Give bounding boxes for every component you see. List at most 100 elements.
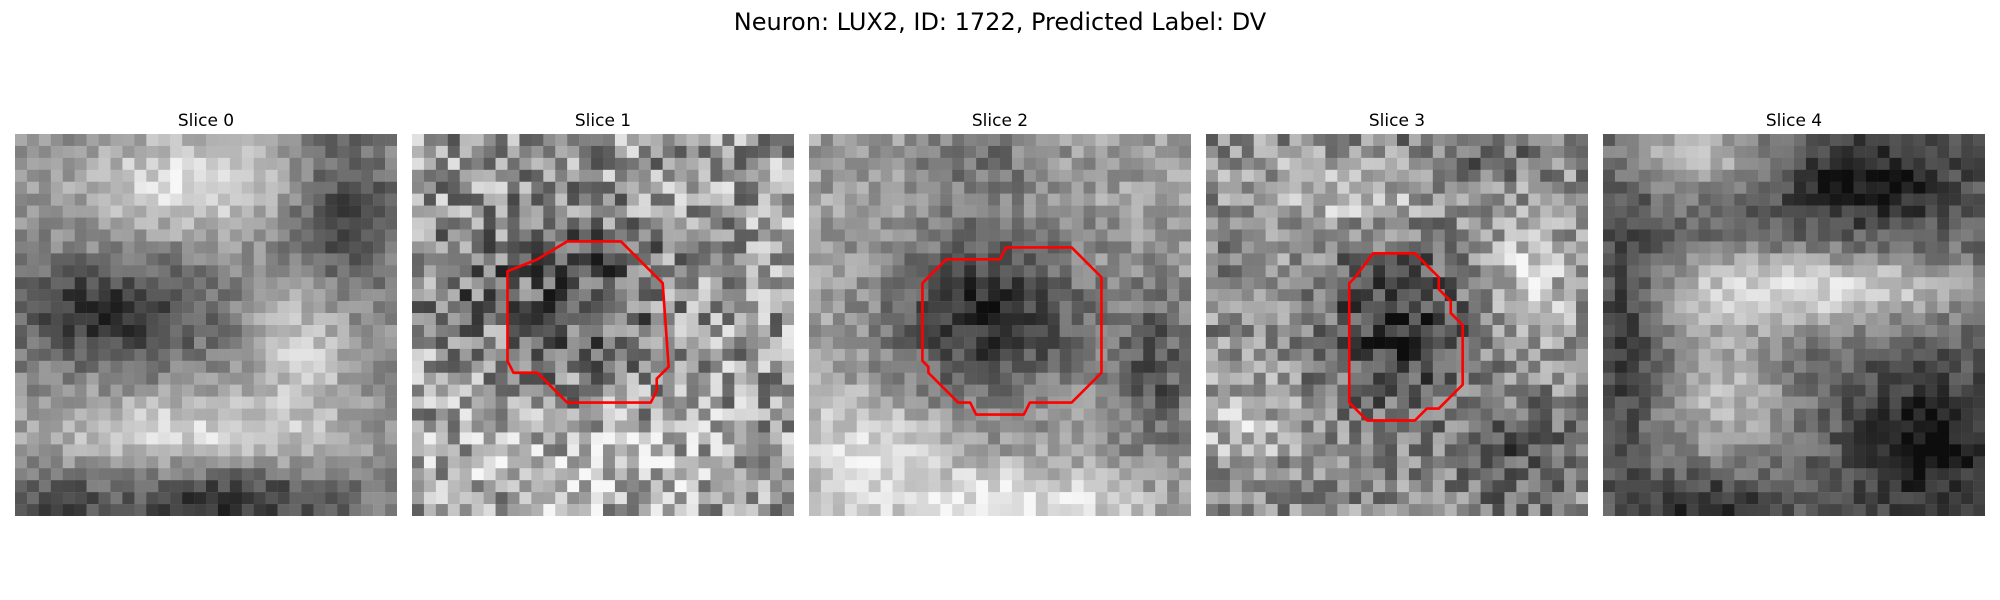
image-pixel: [1337, 194, 1349, 206]
image-pixel: [1230, 134, 1242, 146]
image-pixel: [1096, 385, 1108, 397]
image-pixel: [1639, 241, 1651, 253]
image-pixel: [1794, 206, 1806, 218]
image-pixel: [1651, 444, 1663, 456]
image-pixel: [687, 158, 699, 170]
image-pixel: [1096, 146, 1108, 158]
image-pixel: [39, 468, 51, 480]
image-pixel: [278, 397, 290, 409]
image-pixel: [484, 206, 496, 218]
image-pixel: [952, 170, 964, 182]
image-pixel: [1397, 492, 1409, 504]
image-pixel: [75, 301, 87, 313]
image-pixel: [1615, 194, 1627, 206]
image-pixel: [373, 480, 385, 492]
image-pixel: [1107, 218, 1119, 230]
image-pixel: [278, 170, 290, 182]
image-pixel: [1603, 385, 1615, 397]
image-pixel: [746, 492, 758, 504]
image-pixel: [218, 146, 230, 158]
image-pixel: [1313, 385, 1325, 397]
image-pixel: [337, 444, 349, 456]
image-pixel: [976, 230, 988, 242]
image-pixel: [15, 456, 27, 468]
image-pixel: [27, 492, 39, 504]
image-pixel: [1167, 134, 1179, 146]
image-pixel: [1913, 409, 1925, 421]
image-pixel: [988, 492, 1000, 504]
image-pixel: [1925, 277, 1937, 289]
image-pixel: [242, 170, 254, 182]
image-pixel: [1349, 230, 1361, 242]
image-pixel: [1806, 325, 1818, 337]
image-pixel: [567, 468, 579, 480]
image-pixel: [905, 289, 917, 301]
image-pixel: [1143, 504, 1155, 516]
image-pixel: [1615, 253, 1627, 265]
image-pixel: [1457, 432, 1469, 444]
image-pixel: [194, 218, 206, 230]
image-pixel: [460, 373, 472, 385]
image-pixel: [1540, 397, 1552, 409]
image-pixel: [373, 134, 385, 146]
image-pixel: [1278, 421, 1290, 433]
image-pixel: [869, 337, 881, 349]
image-pixel: [158, 409, 170, 421]
image-pixel: [1290, 313, 1302, 325]
image-pixel: [1540, 421, 1552, 433]
image-pixel: [278, 373, 290, 385]
image-pixel: [1576, 206, 1588, 218]
image-pixel: [1421, 409, 1433, 421]
image-pixel: [928, 146, 940, 158]
image-pixel: [424, 313, 436, 325]
image-pixel: [1167, 146, 1179, 158]
image-pixel: [1167, 182, 1179, 194]
image-pixel: [1973, 373, 1985, 385]
image-pixel: [591, 170, 603, 182]
image-pixel: [51, 373, 63, 385]
image-pixel: [254, 480, 266, 492]
image-pixel: [555, 432, 567, 444]
image-pixel: [651, 158, 663, 170]
image-pixel: [87, 230, 99, 242]
image-pixel: [1627, 218, 1639, 230]
image-pixel: [436, 373, 448, 385]
image-pixel: [158, 170, 170, 182]
image-pixel: [1504, 492, 1516, 504]
image-pixel: [1770, 289, 1782, 301]
image-pixel: [833, 337, 845, 349]
image-pixel: [988, 444, 1000, 456]
image-pixel: [1397, 182, 1409, 194]
image-pixel: [1048, 480, 1060, 492]
image-pixel: [412, 504, 424, 516]
image-pixel: [1627, 170, 1639, 182]
image-pixel: [857, 182, 869, 194]
image-pixel: [254, 253, 266, 265]
image-pixel: [1627, 277, 1639, 289]
image-pixel: [87, 289, 99, 301]
image-pixel: [1179, 421, 1191, 433]
image-pixel: [1131, 456, 1143, 468]
image-pixel: [1325, 492, 1337, 504]
image-pixel: [1722, 170, 1734, 182]
image-pixel: [1206, 337, 1218, 349]
image-pixel: [675, 456, 687, 468]
image-pixel: [1493, 349, 1505, 361]
image-pixel: [99, 134, 111, 146]
image-pixel: [484, 218, 496, 230]
image-pixel: [1409, 325, 1421, 337]
image-pixel: [1048, 492, 1060, 504]
image-pixel: [448, 277, 460, 289]
image-pixel: [146, 325, 158, 337]
image-pixel: [278, 313, 290, 325]
image-pixel: [230, 218, 242, 230]
image-pixel: [1131, 134, 1143, 146]
image-pixel: [1540, 146, 1552, 158]
image-pixel: [1734, 456, 1746, 468]
image-pixel: [782, 158, 794, 170]
image-pixel: [881, 349, 893, 361]
image-pixel: [1961, 218, 1973, 230]
image-pixel: [1266, 194, 1278, 206]
image-pixel: [615, 230, 627, 242]
image-pixel: [1949, 218, 1961, 230]
